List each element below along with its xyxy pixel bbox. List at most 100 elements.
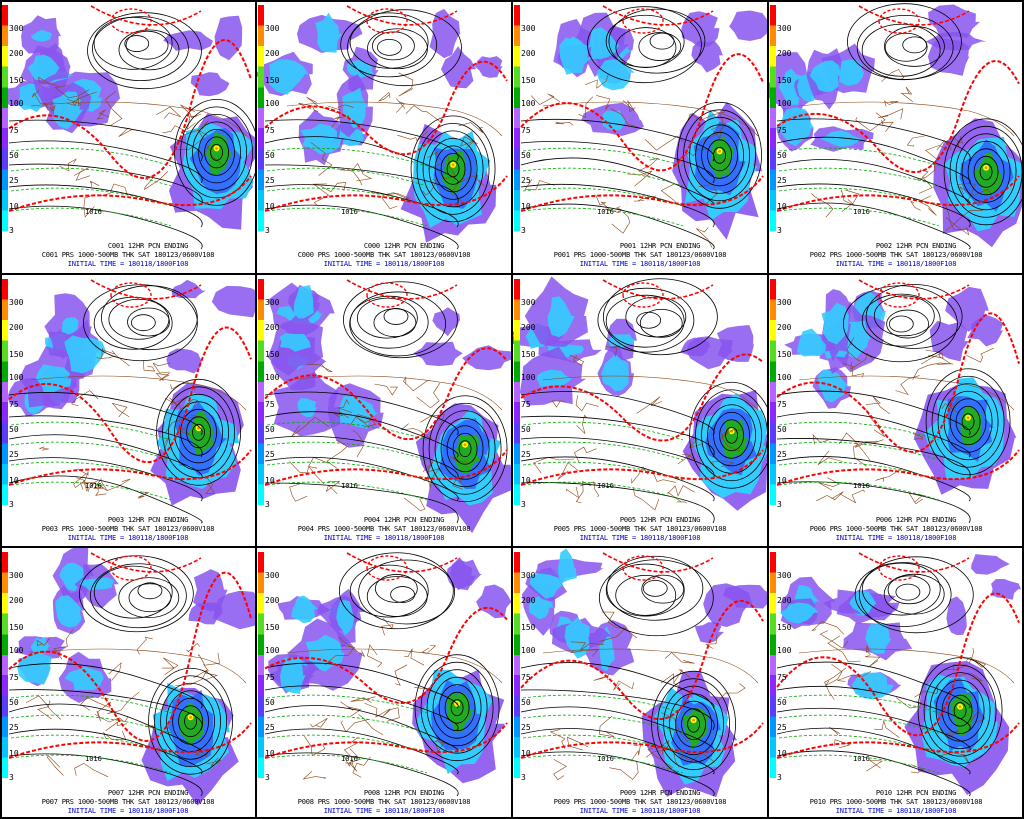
- scale-label: 50: [265, 151, 275, 160]
- map-panel-p001: 300 200 150 100 75 50 25 10 3 1016 P001 12HR PCN E…: [513, 1, 767, 272]
- panel-title: P010 12HR PCN ENDING: [875, 789, 957, 797]
- panel-initial-time: INITIAL TIME = 180118/1800F108: [323, 807, 445, 815]
- scale-label: 200: [777, 323, 792, 332]
- scale-label: 150: [265, 76, 280, 85]
- scale-label: 150: [777, 76, 792, 85]
- precip-colorbar: [258, 279, 264, 505]
- scale-label: 300: [521, 571, 536, 580]
- scale-label: 200: [265, 323, 280, 332]
- political-borders: [542, 611, 759, 781]
- scale-label: 25: [777, 450, 787, 459]
- scale-label: 100: [521, 373, 536, 382]
- scale-label: 150: [521, 76, 536, 85]
- map-svg: [264, 279, 511, 534]
- scale-label: 10: [9, 749, 19, 758]
- scale-label: 3: [9, 500, 14, 509]
- map-svg: [257, 5, 508, 250]
- scale-label: 10: [521, 476, 531, 485]
- panel-subtitle: C001 PRS 1000-500MB THK SAT 180123/0600V…: [41, 251, 215, 259]
- scale-label: 3: [521, 226, 526, 235]
- panel-title: P006 12HR PCN ENDING: [875, 516, 957, 524]
- panel-title: C001 12HR PCN ENDING: [107, 242, 189, 250]
- scale-label: 300: [9, 298, 24, 307]
- scale-label: 75: [9, 126, 19, 135]
- isobar-contours: [520, 6, 762, 250]
- scale-label: 200: [777, 596, 792, 605]
- precip-colorbar: [514, 279, 520, 505]
- panel-initial-time: INITIAL TIME = 180118/1800F108: [835, 534, 957, 542]
- scale-label: 300: [9, 571, 24, 580]
- precip-shading: [15, 548, 255, 806]
- precip-colorbar: [258, 552, 264, 778]
- scale-label: 100: [265, 646, 280, 655]
- grid-divider: [0, 273, 1024, 275]
- thickness-contours: [8, 279, 252, 501]
- scale-label: 50: [777, 151, 787, 160]
- thickness-contours: [264, 5, 508, 227]
- contour-value-label: 1016: [341, 482, 358, 490]
- precip-colorbar: [770, 552, 776, 778]
- panel-title: P008 12HR PCN ENDING: [363, 789, 445, 797]
- grid-divider: [0, 0, 1024, 2]
- scale-label: 75: [265, 400, 275, 409]
- precip-shading: [7, 279, 255, 506]
- thickness-contours: [8, 5, 252, 227]
- scale-label: 100: [777, 373, 792, 382]
- scale-label: 200: [9, 323, 24, 332]
- scale-label: 25: [265, 723, 275, 732]
- panel-subtitle: P010 PRS 1000-500MB THK SAT 180123/0600V…: [809, 798, 983, 806]
- scale-label: 100: [265, 373, 280, 382]
- grid-divider: [1022, 0, 1024, 819]
- scale-label: 25: [521, 176, 531, 185]
- scale-label: 300: [777, 24, 792, 33]
- grid-divider: [255, 0, 257, 819]
- scale-label: 150: [265, 623, 280, 632]
- panel-initial-time: INITIAL TIME = 180118/1800F108: [835, 260, 957, 268]
- panel-initial-time: INITIAL TIME = 180118/1800F108: [579, 534, 701, 542]
- thickness-contours: [520, 5, 764, 227]
- scale-label: 3: [521, 500, 526, 509]
- scale-label: 300: [265, 24, 280, 33]
- scale-label: 75: [777, 126, 787, 135]
- thickness-contours: [776, 279, 1020, 501]
- panel-initial-time: INITIAL TIME = 180118/1800F108: [579, 260, 701, 268]
- panel-subtitle: P005 PRS 1000-500MB THK SAT 180123/0600V…: [553, 525, 727, 533]
- panel-subtitle: P002 PRS 1000-500MB THK SAT 180123/0600V…: [809, 251, 983, 259]
- scale-label: 10: [9, 202, 19, 211]
- panel-title: P003 12HR PCN ENDING: [107, 516, 189, 524]
- panel-subtitle: P001 PRS 1000-500MB THK SAT 180123/0600V…: [553, 251, 727, 259]
- scale-label: 50: [777, 698, 787, 707]
- thickness-contours: [520, 552, 764, 774]
- panel-subtitle: P004 PRS 1000-500MB THK SAT 180123/0600V…: [297, 525, 471, 533]
- scale-label: 10: [521, 749, 531, 758]
- precip-shading: [521, 548, 767, 798]
- panel-initial-time: INITIAL TIME = 180118/1800F108: [67, 807, 189, 815]
- scale-label: 3: [9, 773, 14, 782]
- scale-label: 25: [777, 176, 787, 185]
- scale-label: 25: [521, 450, 531, 459]
- scale-label: 150: [9, 623, 24, 632]
- map-svg: [520, 548, 767, 798]
- panel-title: P004 12HR PCN ENDING: [363, 516, 445, 524]
- map-panel-c001: 300 200 150 100 75 50 25 10 3 1016 C001 12HR PCN E…: [1, 1, 255, 272]
- contour-value-label: 1016: [597, 482, 614, 490]
- map-svg: [513, 276, 767, 524]
- precip-colorbar: [514, 5, 520, 231]
- contour-value-label: 1016: [85, 208, 102, 216]
- contour-value-label: 1016: [85, 755, 102, 763]
- panel-initial-time: INITIAL TIME = 180118/1800F108: [67, 534, 189, 542]
- isobar-contours: [520, 555, 736, 797]
- scale-label: 300: [777, 571, 792, 580]
- scale-label: 50: [521, 698, 531, 707]
- isobar-contours: [264, 9, 496, 250]
- scale-label: 50: [265, 425, 275, 434]
- isobar-contours: [8, 12, 255, 250]
- panel-initial-time: INITIAL TIME = 180118/1800F108: [67, 260, 189, 268]
- panel-subtitle: P008 PRS 1000-500MB THK SAT 180123/0600V…: [297, 798, 471, 806]
- scale-label: 150: [777, 623, 792, 632]
- map-panel-p009: 300 200 150 100 75 50 25 10 3 1016 P009 12HR PCN E…: [513, 548, 767, 819]
- scale-label: 50: [9, 425, 19, 434]
- thickness-contours: [8, 552, 252, 774]
- grid-divider: [0, 0, 2, 819]
